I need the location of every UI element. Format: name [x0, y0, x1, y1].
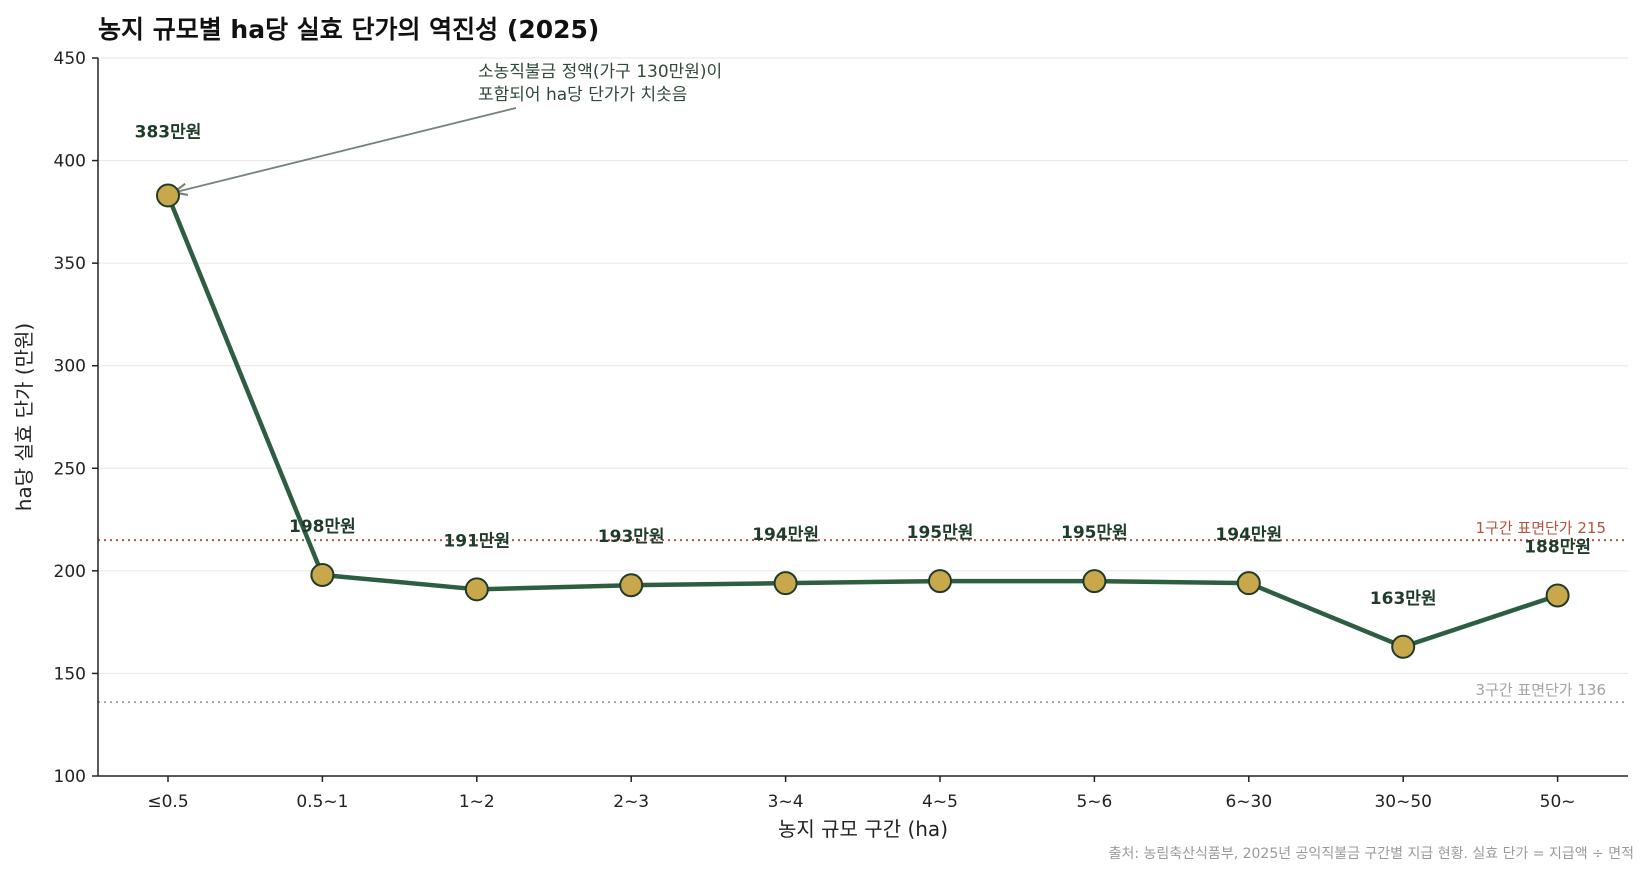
annotation-text-line-1: 소농직불금 정액(가구 130만원)이 — [478, 62, 722, 82]
data-point-10 — [1545, 583, 1570, 608]
data-label-7: 195만원 — [1061, 523, 1128, 543]
annotation-arrow — [174, 107, 517, 192]
reference-line-label-1: 1구간 표면단가 215 — [1475, 519, 1606, 537]
x-tick-label-9: 30~50 — [1374, 792, 1432, 812]
data-label-3: 191만원 — [443, 531, 510, 551]
data-label-6: 195만원 — [907, 523, 974, 543]
data-label-9: 163만원 — [1370, 589, 1437, 609]
y-tick-label-350: 350 — [54, 254, 86, 274]
y-tick-label-450: 450 — [54, 49, 86, 69]
data-point-7 — [1082, 569, 1107, 594]
source-note: 출처: 농림축산식품부, 2025년 공익직불금 구간별 지급 현황. 실효 단… — [1109, 846, 1634, 862]
data-point-3 — [464, 577, 489, 602]
x-tick-label-5: 3~4 — [768, 792, 804, 812]
data-point-8 — [1236, 571, 1261, 596]
x-tick-label-4: 2~3 — [613, 792, 649, 812]
data-label-4: 193만원 — [598, 527, 665, 547]
y-tick-label-400: 400 — [54, 152, 86, 172]
data-label-5: 194만원 — [752, 525, 819, 545]
y-tick-label-150: 150 — [54, 664, 86, 684]
y-tick-label-100: 100 — [54, 767, 86, 787]
x-tick-label-2: 0.5~1 — [296, 792, 348, 812]
data-label-1: 383만원 — [135, 122, 202, 142]
y-tick-label-200: 200 — [54, 562, 86, 582]
data-label-10: 188만원 — [1524, 537, 1591, 557]
x-tick-label-7: 5~6 — [1076, 792, 1112, 812]
x-tick-label-8: 6~30 — [1225, 792, 1272, 812]
chart-title: 농지 규모별 ha당 실효 단가의 역진성 (2025) — [98, 15, 600, 44]
x-tick-label-3: 1~2 — [459, 792, 495, 812]
data-point-1 — [156, 183, 180, 208]
data-point-6 — [928, 569, 952, 594]
annotation-text-line-2: 포함되어 ha당 단가가 치솟음 — [478, 85, 687, 105]
x-tick-label-10: 50~ — [1540, 792, 1576, 812]
x-axis-title: 농지 규모 구간 (ha) — [778, 817, 948, 841]
y-tick-label-250: 250 — [54, 459, 86, 479]
x-tick-label-1: ≤0.5 — [147, 792, 188, 812]
reference-line-label-2: 3구간 표면단가 136 — [1475, 681, 1606, 699]
data-label-2: 198만원 — [289, 517, 356, 537]
data-point-5 — [773, 571, 798, 596]
data-point-9 — [1391, 634, 1416, 659]
y-axis-title: ha당 실효 단가 (만원) — [12, 323, 36, 511]
data-point-4 — [619, 573, 644, 598]
y-tick-label-300: 300 — [54, 357, 86, 377]
data-label-8: 194만원 — [1215, 525, 1282, 545]
x-tick-label-6: 4~5 — [922, 792, 958, 812]
data-point-2 — [310, 562, 335, 587]
series-line — [165, 193, 1560, 650]
